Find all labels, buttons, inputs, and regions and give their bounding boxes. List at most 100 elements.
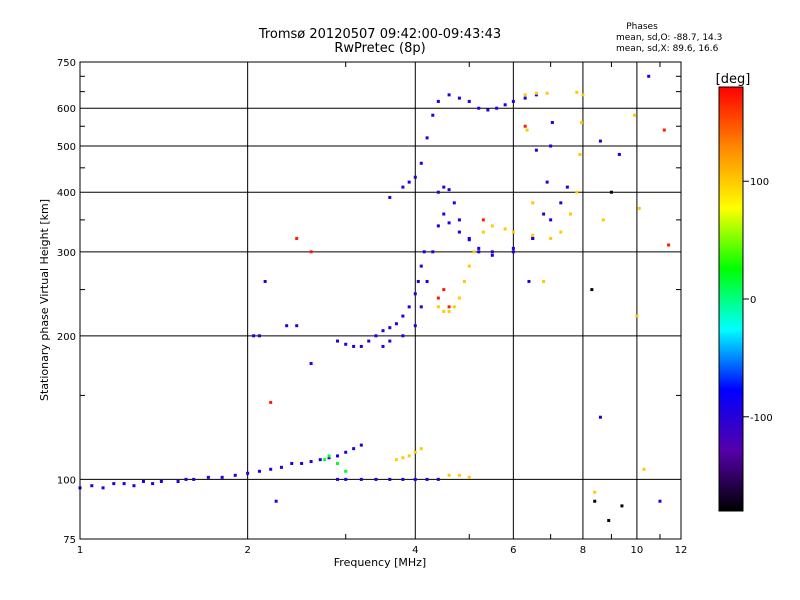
data-point: [413, 292, 417, 296]
data-point: [531, 236, 535, 240]
data-point: [436, 99, 440, 103]
data-point: [425, 279, 429, 283]
data-point: [490, 224, 494, 228]
x-axis-label: Frequency [MHz]: [334, 556, 426, 569]
data-point: [336, 477, 340, 481]
data-point: [112, 482, 116, 486]
data-point: [279, 465, 283, 469]
data-point: [511, 250, 515, 254]
data-point: [511, 230, 515, 234]
data-point: [388, 195, 392, 199]
data-point: [457, 96, 461, 100]
data-point: [467, 264, 471, 268]
data-point: [401, 477, 405, 481]
data-point: [447, 305, 451, 309]
data-point: [442, 309, 446, 313]
data-point: [336, 454, 340, 458]
data-point: [477, 106, 481, 110]
data-point: [336, 461, 340, 465]
data-point: [658, 499, 662, 503]
data-point: [447, 309, 451, 313]
data-point: [344, 342, 348, 346]
data-point: [632, 113, 636, 117]
data-point: [374, 477, 378, 481]
data-point: [344, 477, 348, 481]
data-point: [523, 124, 527, 128]
data-point: [575, 190, 579, 194]
data-point: [401, 334, 405, 338]
data-point: [327, 456, 331, 460]
data-point: [534, 91, 538, 95]
colorbar-label: [deg]: [716, 72, 751, 87]
data-point: [462, 279, 466, 283]
data-point: [151, 482, 155, 486]
data-point: [637, 206, 641, 210]
y-tick-label: 750: [57, 58, 76, 69]
colorbar: [deg] 100 0 -100: [716, 72, 773, 512]
grid-lines: [79, 61, 682, 540]
data-point: [642, 467, 646, 471]
data-point: [252, 334, 256, 338]
data-point: [233, 473, 237, 477]
data-point: [607, 519, 611, 523]
data-point: [578, 152, 582, 156]
data-point: [318, 458, 322, 462]
data-point: [579, 121, 583, 125]
data-point: [344, 450, 348, 454]
data-points: [78, 74, 671, 523]
data-point: [413, 477, 417, 481]
data-point: [290, 461, 294, 465]
data-point: [413, 450, 417, 454]
data-point: [457, 218, 461, 222]
data-point: [388, 477, 392, 481]
data-point: [388, 326, 392, 330]
data-point: [269, 400, 273, 404]
data-point: [617, 152, 621, 156]
y-tick-label: 75: [63, 535, 76, 546]
data-point: [447, 188, 451, 192]
data-point: [374, 334, 378, 338]
phases-stats-o: mean, sd,O: -88.7, 14.3: [616, 33, 723, 43]
colorbar-scale: [718, 86, 744, 512]
data-point: [257, 334, 261, 338]
data-point: [419, 447, 423, 451]
data-point: [534, 148, 538, 152]
data-point: [359, 344, 363, 348]
data-point: [598, 415, 602, 419]
data-point: [388, 339, 392, 343]
data-point: [413, 324, 417, 328]
data-point: [565, 185, 569, 189]
data-point: [662, 128, 666, 132]
data-point: [472, 250, 476, 254]
data-point: [425, 477, 429, 481]
data-point: [457, 230, 461, 234]
data-point: [531, 201, 535, 205]
x-axis: 1 2 4 6 8 10 12: [77, 62, 687, 556]
phases-heading: Phases: [626, 22, 658, 32]
data-point: [549, 236, 553, 240]
data-point: [523, 93, 527, 97]
data-point: [531, 233, 535, 237]
data-point: [457, 296, 461, 300]
data-point: [101, 486, 105, 490]
data-point: [416, 279, 420, 283]
data-point: [559, 230, 563, 234]
chart-subtitle: RwPretec (8p): [334, 41, 426, 56]
data-point: [511, 99, 515, 103]
data-point: [309, 250, 313, 254]
data-point: [381, 344, 385, 348]
data-point: [467, 99, 471, 103]
x-tick-label: 4: [412, 545, 418, 556]
data-point: [401, 314, 405, 318]
data-point: [323, 458, 327, 462]
data-point: [545, 91, 549, 95]
data-point: [394, 458, 398, 462]
data-point: [549, 144, 553, 148]
data-point: [525, 128, 529, 132]
y-tick-label: 600: [57, 104, 76, 115]
data-point: [527, 279, 531, 283]
data-point: [545, 180, 549, 184]
data-point: [667, 243, 671, 247]
data-point: [609, 190, 613, 194]
data-point: [352, 344, 356, 348]
